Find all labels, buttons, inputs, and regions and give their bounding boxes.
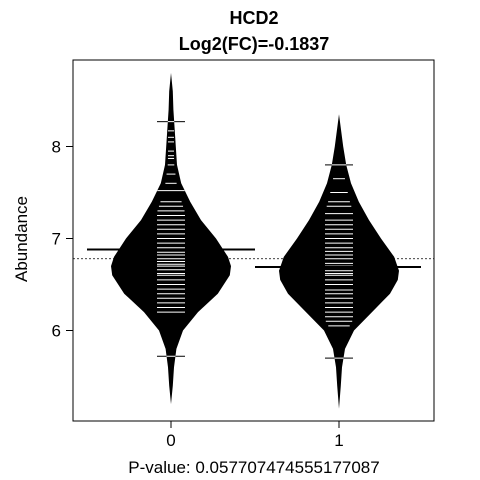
y-axis-label: Abundance: [12, 196, 31, 282]
chart-subtitle: Log2(FC)=-0.1837: [179, 34, 330, 54]
x-axis-label: P-value: 0.057707474555177087: [128, 458, 379, 477]
y-axis: 6 7 8: [52, 138, 73, 341]
beans-layer: [73, 72, 434, 409]
x-tick-label: 1: [334, 431, 343, 450]
y-tick-label: 6: [52, 322, 61, 341]
y-tick-label: 8: [52, 138, 61, 157]
x-tick-label: 0: [166, 431, 175, 450]
chart-title: HCD2: [229, 8, 278, 28]
plot-frame: [72, 59, 435, 422]
y-tick-label: 7: [52, 230, 61, 249]
bean-1: [279, 114, 399, 409]
